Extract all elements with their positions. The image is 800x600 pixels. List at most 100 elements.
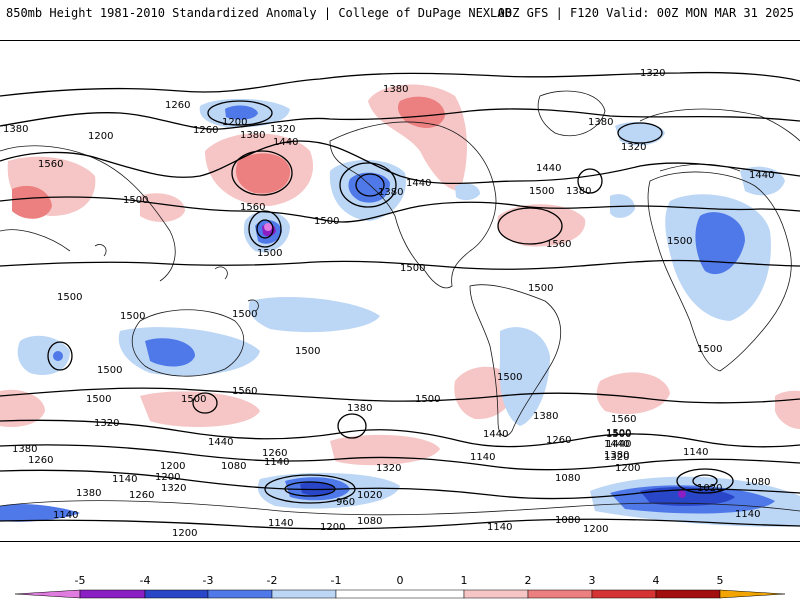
contour-label: 1440 <box>536 163 561 174</box>
colorbar-tick-label: -2 <box>267 574 278 587</box>
contour-label: 1500 <box>232 309 257 320</box>
contour-label: 1140 <box>487 522 512 533</box>
contour-closed <box>284 481 336 497</box>
contour-label: 1380 <box>588 117 613 128</box>
anomaly-negative-aleutian-core <box>348 172 390 203</box>
anomaly-negative-south-atlantic-band <box>248 296 380 333</box>
contour-label: 1080 <box>555 515 580 526</box>
contour-label: 1380 <box>12 444 37 455</box>
contour-label: 1320 <box>94 418 119 429</box>
contour-line <box>0 108 800 130</box>
contour-label: 1020 <box>357 490 382 501</box>
contour-label: 1140 <box>53 510 78 521</box>
colorbar-tick-label: -3 <box>203 574 214 587</box>
contour-label: 1500 <box>697 344 722 355</box>
contour-label: 1080 <box>745 477 770 488</box>
contour-label: 1440 <box>406 178 431 189</box>
contour-label: 1200 <box>155 472 180 483</box>
contour-label: 1380 <box>383 84 408 95</box>
contour-line <box>0 518 800 530</box>
contour-label: 1200 <box>222 117 247 128</box>
contour-label: 1560 <box>546 239 571 250</box>
contour-label: 1500 <box>120 311 145 322</box>
colorbar-swatch <box>655 589 721 599</box>
anomaly-negative-indian-east <box>17 335 71 375</box>
contour-label: 1260 <box>193 125 218 136</box>
contour-line <box>0 387 800 404</box>
colorbar-tick-label: -4 <box>140 574 151 587</box>
contour-label: 1500 <box>415 394 440 405</box>
contour-label: 1560 <box>611 414 636 425</box>
contour-closed <box>47 341 73 371</box>
coast-australia <box>131 309 244 377</box>
contour-label: 1500 <box>257 248 282 259</box>
colorbar-swatch <box>271 589 337 599</box>
contour-line <box>0 140 800 185</box>
colorbar-swatch <box>463 589 529 599</box>
contour-closed <box>207 100 273 126</box>
coast-south-america <box>469 284 562 437</box>
contour-label: 1320 <box>640 68 665 79</box>
contour-label: 1500 <box>606 428 631 439</box>
contour-closed <box>617 122 663 144</box>
contour-label: 1080 <box>357 516 382 527</box>
contour-closed <box>577 168 603 194</box>
map-title: 850mb Height 1981-2010 Standardized Anom… <box>6 6 512 20</box>
anomaly-positive-asia-core <box>12 185 52 219</box>
contour-label: 1500 <box>97 365 122 376</box>
colorbar-swatch <box>79 589 146 599</box>
contour-closed <box>248 210 282 248</box>
contour-label: 1320 <box>270 124 295 135</box>
contour-label: 1140 <box>268 518 293 529</box>
contour-closed <box>355 173 385 197</box>
anomaly-negative-europe <box>740 166 785 196</box>
anomaly-negative-pacific-low-center <box>264 223 272 231</box>
coast-north-america <box>329 121 497 289</box>
anomaly-negative-antarctic-west <box>0 503 80 522</box>
contour-closed <box>339 162 397 208</box>
contour-label: 1080 <box>555 473 580 484</box>
contour-label: 1380 <box>604 450 629 461</box>
anomaly-negative-australia-core <box>145 338 195 367</box>
contour-label: 1440 <box>273 137 298 148</box>
height-contours <box>0 71 800 530</box>
anomaly-positive-canada-core <box>397 96 445 128</box>
contour-label: 1320 <box>621 142 646 153</box>
contour-label: 1500 <box>314 216 339 227</box>
contour-label: 1140 <box>264 457 289 468</box>
colorbar-tick-label: 2 <box>525 574 532 587</box>
contour-label: 1440 <box>606 439 631 450</box>
contour-label: 1440 <box>604 439 629 450</box>
colorbar-tick-label: -1 <box>331 574 342 587</box>
anomaly-positive-south-atlantic <box>596 372 670 415</box>
contour-label: 1380 <box>240 130 265 141</box>
model-run-info: 00Z GFS | F120 Valid: 00Z MON MAR 31 202… <box>497 6 794 20</box>
anomaly-positive-north-pacific-core <box>235 153 291 194</box>
contour-label: 1140 <box>470 452 495 463</box>
colorbar-tick-label: -5 <box>75 574 86 587</box>
contour-label: 1500 <box>123 195 148 206</box>
contour-label: 1260 <box>28 455 53 466</box>
anomaly-negative-antarctic-atlantic-center <box>678 490 686 498</box>
anomaly-positive-atlantic <box>497 204 586 247</box>
anomaly-negative-bering-core <box>225 105 258 120</box>
colorbar-swatches <box>14 589 786 599</box>
contour-line <box>0 71 800 97</box>
colorbar-swatch <box>591 589 657 599</box>
contour-label: 1260 <box>165 100 190 111</box>
contour-label: 1020 <box>697 483 722 494</box>
colorbar-tick-label: 5 <box>717 574 724 587</box>
contour-label: 1500 <box>606 429 631 440</box>
anomaly-negative-antarctic-atlantic-inner <box>640 487 735 506</box>
contour-line <box>0 259 800 270</box>
colorbar-tick-label: 0 <box>397 574 404 587</box>
contour-label: 1200 <box>583 524 608 535</box>
contour-label: 1560 <box>240 202 265 213</box>
coast-antarctica <box>0 500 800 516</box>
contour-closed <box>692 474 718 488</box>
contour-label: 1200 <box>172 528 197 539</box>
contour-label: 1140 <box>735 509 760 520</box>
contour-label: 1500 <box>181 394 206 405</box>
colorbar-swatch <box>207 589 273 599</box>
anomaly-negative-north-atlantic <box>615 121 665 146</box>
